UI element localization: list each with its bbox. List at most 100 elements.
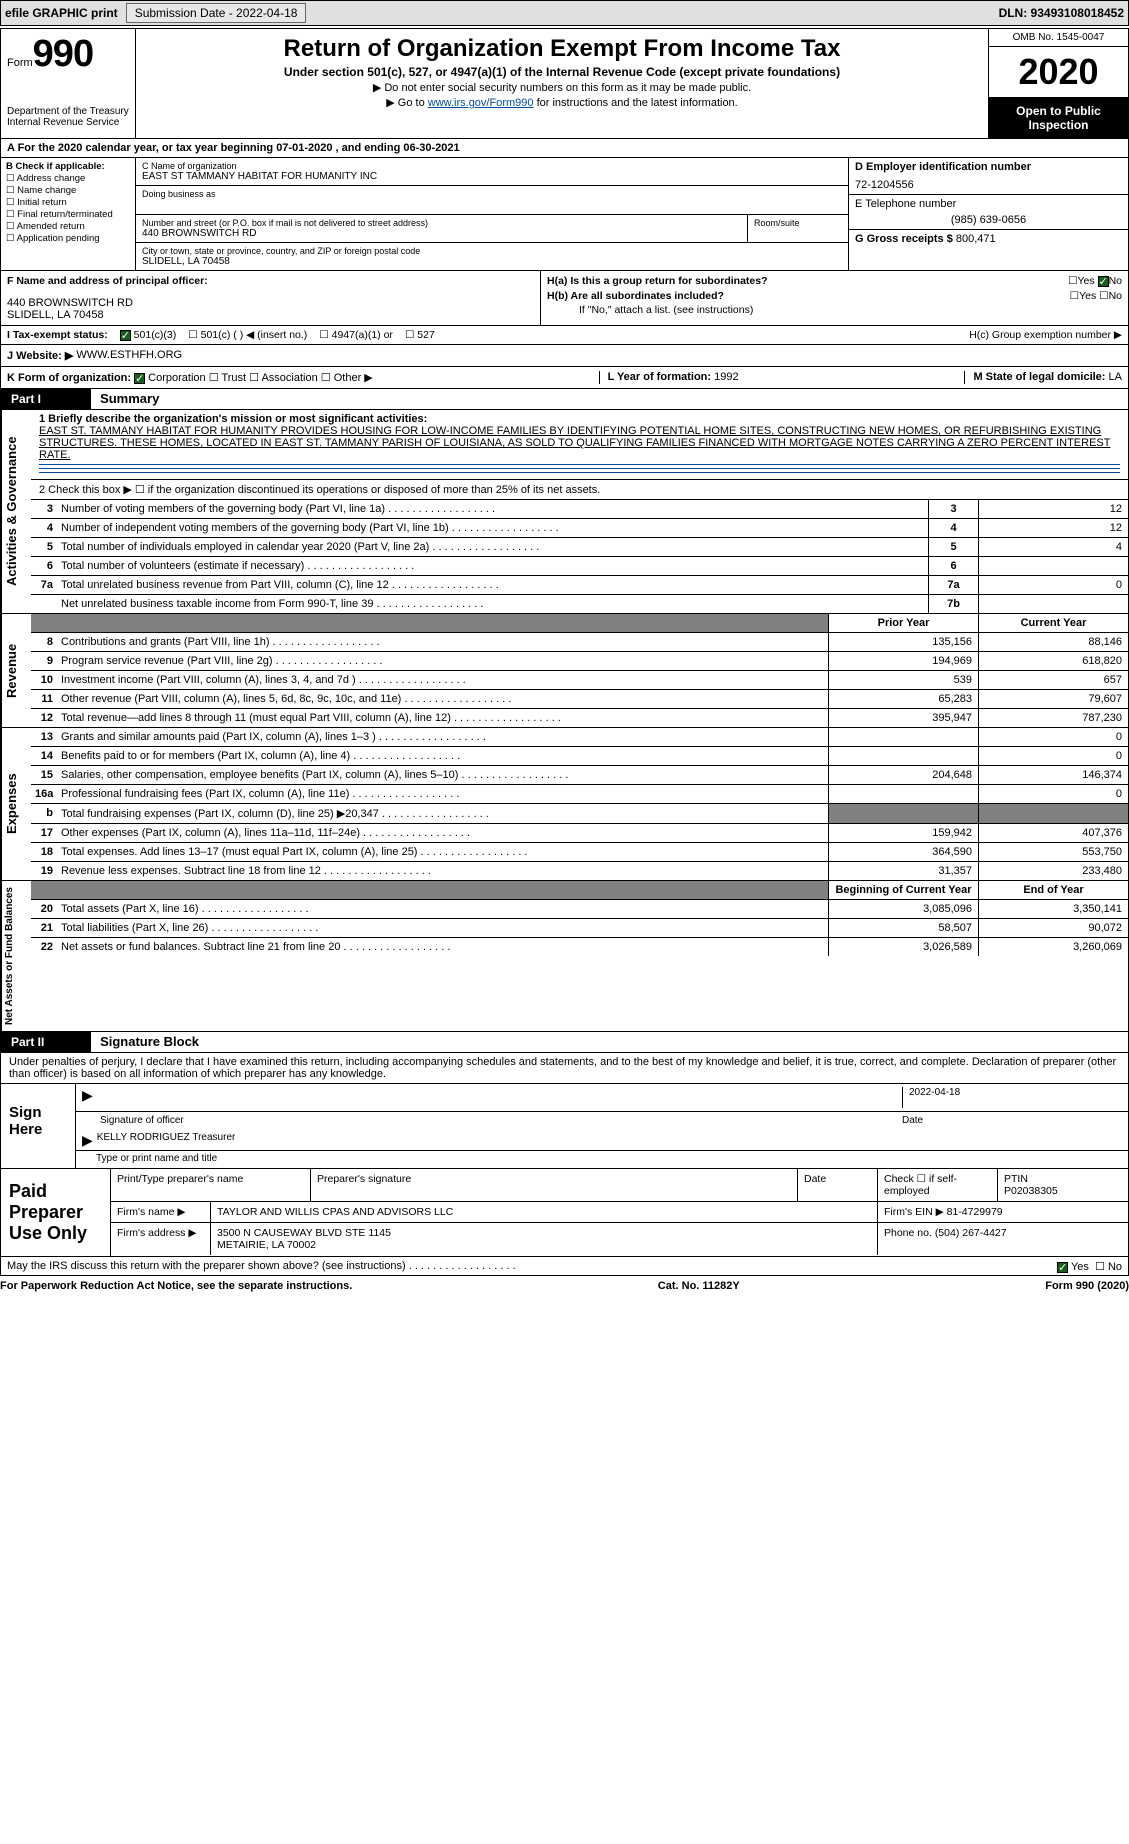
ppu-h4: Check ☐ if self-employed — [878, 1169, 998, 1201]
footer: For Paperwork Reduction Act Notice, see … — [0, 1276, 1129, 1296]
m-value: LA — [1109, 371, 1122, 383]
exp-block: Expenses 13Grants and similar amounts pa… — [0, 728, 1129, 881]
net-py-hdr: Beginning of Current Year — [828, 881, 978, 899]
fphone: (504) 267-4427 — [935, 1227, 1007, 1239]
ha-yes[interactable]: Yes — [1078, 275, 1095, 287]
side-rev: Revenue — [1, 614, 31, 727]
fin-row: 18Total expenses. Add lines 13–17 (must … — [31, 843, 1128, 862]
fin-row: 22Net assets or fund balances. Subtract … — [31, 938, 1128, 956]
faddr-label: Firm's address ▶ — [111, 1223, 211, 1255]
form-word: Form — [7, 57, 33, 69]
fin-row: 21Total liabilities (Part X, line 26) 58… — [31, 919, 1128, 938]
opt-501c3: 501(c)(3) — [134, 329, 177, 341]
discuss-yes-chk[interactable] — [1057, 1262, 1068, 1273]
cb-amended[interactable]: ☐ Amended return — [6, 221, 130, 232]
line1: 1 Briefly describe the organization's mi… — [31, 410, 1128, 480]
name-type-label: Type or print name and title — [76, 1151, 1128, 1168]
k-corp-chk[interactable] — [134, 373, 145, 384]
form-header: Form990 Department of the Treasury Inter… — [0, 28, 1129, 139]
sig-date: 2022-04-18 — [902, 1087, 1122, 1108]
k-other[interactable]: Other ▶ — [334, 372, 373, 384]
discuss-row: May the IRS discuss this return with the… — [0, 1257, 1129, 1276]
net-cy-hdr: End of Year — [978, 881, 1128, 899]
ptin-value: P02038305 — [1004, 1185, 1058, 1197]
opt-501c[interactable]: 501(c) ( ) ◀ (insert no.) — [201, 329, 308, 341]
opt-527[interactable]: 527 — [417, 329, 435, 341]
sum-row: 3Number of voting members of the governi… — [31, 500, 1128, 519]
fphone-label: Phone no. — [884, 1227, 932, 1239]
submission-date-btn[interactable]: Submission Date - 2022-04-18 — [126, 3, 307, 23]
fin-row: 8Contributions and grants (Part VIII, li… — [31, 633, 1128, 652]
hb-yes[interactable]: Yes — [1079, 290, 1096, 302]
cb-address[interactable]: ☐ Address change — [6, 173, 130, 184]
cb-final[interactable]: ☐ Final return/terminated — [6, 209, 130, 220]
box-b: B Check if applicable: ☐ Address change … — [1, 158, 136, 270]
part1-hdr: Part I Summary — [0, 389, 1129, 410]
part2-label: Signature Block — [100, 1034, 199, 1049]
signer-name: KELLY RODRIGUEZ Treasurer — [97, 1132, 236, 1147]
l-value: 1992 — [714, 371, 738, 383]
hb-label: H(b) Are all subordinates included? — [547, 290, 724, 302]
fin-row: 9Program service revenue (Part VIII, lin… — [31, 652, 1128, 671]
ppu-h3: Date — [798, 1169, 878, 1201]
ppu-addr: Firm's address ▶ 3500 N CAUSEWAY BLVD ST… — [111, 1223, 1128, 1255]
hb-no[interactable]: No — [1109, 290, 1122, 302]
fin-row: 13Grants and similar amounts paid (Part … — [31, 728, 1128, 747]
form-title: Return of Organization Exempt From Incom… — [144, 35, 980, 63]
hc-label: H(c) Group exemption number ▶ — [969, 329, 1122, 341]
top-toolbar: efile GRAPHIC print Submission Date - 20… — [0, 0, 1129, 26]
net-block: Net Assets or Fund Balances Beginning of… — [0, 881, 1129, 1032]
fin-row: 12Total revenue—add lines 8 through 11 (… — [31, 709, 1128, 727]
fin-row: 11Other revenue (Part VIII, column (A), … — [31, 690, 1128, 709]
tax-status-row: I Tax-exempt status: 501(c)(3) ☐ 501(c) … — [0, 326, 1129, 345]
k-assoc[interactable]: Association — [261, 372, 317, 384]
k-corp: Corporation — [148, 372, 205, 384]
ein-value: 72-1204556 — [855, 179, 1122, 191]
goto-prefix: ▶ Go to — [386, 97, 427, 109]
net-hdr: Beginning of Current Year End of Year — [31, 881, 1128, 900]
irs-label: Internal Revenue Service — [7, 117, 129, 128]
street-addr: 440 BROWNSWITCH RD — [142, 228, 741, 239]
fin-row: 17Other expenses (Part IX, column (A), l… — [31, 824, 1128, 843]
fin-row: 20Total assets (Part X, line 16) 3,085,0… — [31, 900, 1128, 919]
cb-initial[interactable]: ☐ Initial return — [6, 197, 130, 208]
instructions-link[interactable]: www.irs.gov/Form990 — [428, 97, 534, 109]
addr-label: Number and street (or P.O. box if mail i… — [142, 218, 741, 228]
cat-no: Cat. No. 11282Y — [658, 1280, 740, 1292]
org-name-label: C Name of organization — [142, 161, 842, 171]
m-label: M State of legal domicile: — [973, 371, 1105, 383]
form-foot: Form 990 (2020) — [1045, 1280, 1129, 1292]
firm-label: Firm's name ▶ — [111, 1202, 211, 1222]
sum-row: 5Total number of individuals employed in… — [31, 538, 1128, 557]
l-label: L Year of formation: — [608, 371, 712, 383]
website-value: WWW.ESTHFH.ORG — [76, 349, 182, 362]
cb-app[interactable]: ☐ Application pending — [6, 233, 130, 244]
ppu-h5: PTIN — [1004, 1173, 1028, 1185]
penalties-text: Under penalties of perjury, I declare th… — [0, 1053, 1129, 1084]
ppu-hdr: Print/Type preparer's name Preparer's si… — [111, 1169, 1128, 1202]
city-value: SLIDELL, LA 70458 — [142, 256, 842, 267]
k-trust[interactable]: Trust — [221, 372, 246, 384]
fin-row: 10Investment income (Part VIII, column (… — [31, 671, 1128, 690]
side-activities: Activities & Governance — [1, 410, 31, 613]
ha-no-chk[interactable] — [1098, 276, 1109, 287]
side-net: Net Assets or Fund Balances — [1, 881, 31, 1031]
fin-row: bTotal fundraising expenses (Part IX, co… — [31, 804, 1128, 824]
activities-block: Activities & Governance 1 Briefly descri… — [0, 410, 1129, 614]
form-number: 990 — [33, 33, 93, 75]
sign-block: Sign Here ▶ 2022-04-18 Signature of offi… — [0, 1084, 1129, 1169]
officer-label: F Name and address of principal officer: — [7, 275, 534, 287]
ppu-block: Paid Preparer Use Only Print/Type prepar… — [0, 1169, 1129, 1257]
cb-name[interactable]: ☐ Name change — [6, 185, 130, 196]
discuss-no[interactable]: No — [1108, 1261, 1122, 1273]
opt-4947[interactable]: 4947(a)(1) or — [332, 329, 393, 341]
py-hdr: Prior Year — [828, 614, 978, 632]
open-public: Open to Public Inspection — [989, 98, 1128, 138]
arrow-icon-2: ▶ — [82, 1132, 93, 1147]
firm-name: TAYLOR AND WILLIS CPAS AND ADVISORS LLC — [211, 1202, 878, 1222]
website-label: J Website: ▶ — [7, 349, 73, 362]
501c3-chk[interactable] — [120, 330, 131, 341]
ein-fl: Firm's EIN ▶ — [884, 1206, 944, 1218]
rev-hdr: Prior Year Current Year — [31, 614, 1128, 633]
gross-value: 800,471 — [956, 233, 996, 245]
